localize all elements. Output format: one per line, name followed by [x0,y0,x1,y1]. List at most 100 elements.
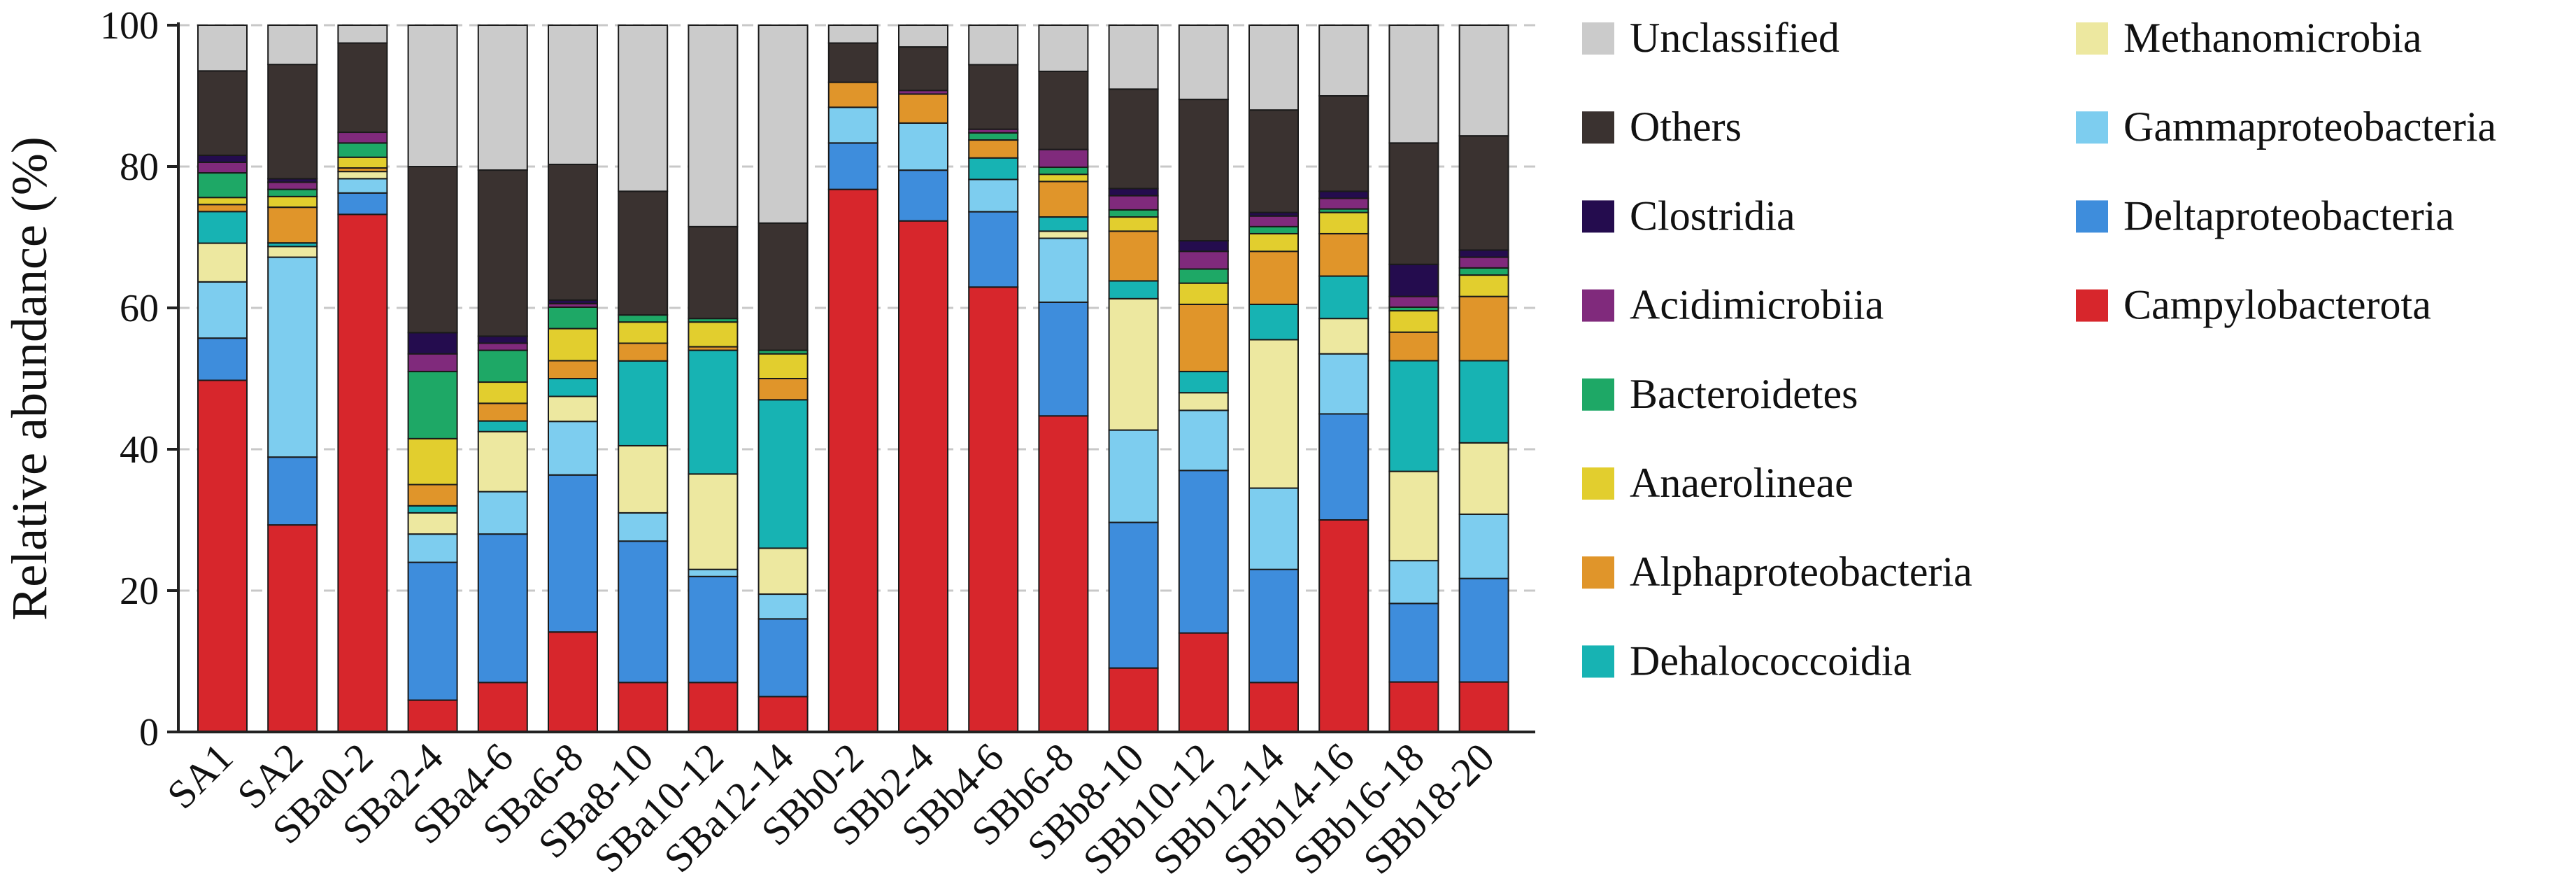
bar-segment-dehalococcoidia [688,349,739,475]
bar-segment-campylobacterota [827,188,878,733]
bar-segment-anaerolineae [757,353,809,379]
bar-segment-gammaproteobacteria [618,512,669,542]
bar-segment-bacteroidetes [968,132,1019,141]
bar-segment-deltaproteobacteria [267,456,318,526]
bar-segment-dehalococcoidia [407,505,458,514]
bar-segment-acidimicrobiia [1458,256,1509,269]
bar-segment-deltaproteobacteria [337,192,388,216]
legend-swatch [1582,556,1614,589]
bar-segment-unclassified [1318,24,1369,97]
bar-segment-others [757,222,809,351]
bar-segment-dehalococcoidia [197,211,248,244]
bar-segment-anaerolineae [197,197,248,206]
legend-swatch [1582,200,1614,233]
legend-item-campylobacterota: Campylobacterota [2076,282,2431,328]
bar-segment-unclassified [688,24,739,227]
y-ticks: 0 20 40 60 80 100 [100,4,178,754]
bar-segment-methanomicrobia [267,246,318,258]
bar-stack-sbb8-10 [1108,24,1159,733]
bar-segment-deltaproteobacteria [1458,577,1509,683]
bar-segment-anaerolineae [1248,232,1299,253]
bar-segment-dehalococcoidia [618,360,669,446]
legend-item-anaerolineae: Anaerolineae [1582,460,1853,506]
bar-segment-others [827,42,878,83]
bar-segment-others [1038,70,1089,150]
legend-swatch [1582,111,1614,144]
bar-segment-dehalococcoidia [1178,370,1229,394]
bar-segment-dehalococcoidia [1108,280,1159,299]
bar-segment-anaerolineae [1388,310,1439,333]
bar-segment-methanomicrobia [688,473,739,570]
bar-segment-methanomicrobia [1178,392,1229,411]
bar-segment-anaerolineae [267,195,318,209]
bar-segment-clostridia [477,335,528,344]
bar-segment-unclassified [477,24,528,171]
bar-segment-bacteroidetes [1458,267,1509,276]
bar-segment-alphaproteobacteria [548,360,598,379]
bar-segment-gammaproteobacteria [197,281,248,339]
bar-segment-others [548,163,598,301]
bar-segment-unclassified [1458,24,1509,137]
bar-segment-methanomicrobia [337,171,388,180]
bar-segment-campylobacterota [1318,519,1369,733]
bar-segment-bacteroidetes [1248,225,1299,234]
bar-segment-unclassified [267,24,318,66]
bar-segment-bacteroidetes [548,306,598,330]
legend-item-bacteroidetes: Bacteroidetes [1582,371,1858,417]
legend-label: Anaerolineae [1630,460,1853,506]
bar-segment-alphaproteobacteria [827,81,878,108]
bar-segment-anaerolineae [1178,282,1229,305]
legend-item-clostridia: Clostridia [1582,192,1795,239]
bar-stack-sbb16-18 [1388,24,1439,733]
bar-segment-anaerolineae [337,156,388,169]
legend-label: Clostridia [1630,192,1795,239]
bar-stack-sba0-2 [337,24,388,733]
legend-label: Bacteroidetes [1630,371,1858,417]
legend-label: Acidimicrobiia [1630,282,1884,328]
bar-stack-sba12-14 [757,24,809,733]
bar-segment-alphaproteobacteria [898,93,948,124]
bar-stack-sbb6-8 [1038,24,1089,733]
bar-segment-acidimicrobiia [1038,148,1089,169]
bar-segment-clostridia [1108,188,1159,197]
legend-label: Unclassified [1630,15,1840,61]
y-tick-label: 60 [120,287,159,330]
legend-label: Alphaproteobacteria [1630,549,1972,595]
legend-swatch [2076,289,2108,322]
y-tick-label: 80 [120,146,159,189]
bar-segment-gammaproteobacteria [1318,353,1369,415]
bar-segment-others [1178,99,1229,242]
bar-segment-unclassified [1038,24,1089,72]
bar-segment-acidimicrobiia [337,132,388,144]
bar-segment-deltaproteobacteria [757,618,809,698]
bar-segment-bacteroidetes [407,370,458,439]
bar-segment-campylobacterota [267,524,318,733]
bar-segment-alphaproteobacteria [1108,230,1159,282]
bar-segment-clostridia [197,154,248,163]
bar-segment-dehalococcoidia [477,420,528,432]
legend-item-unclassified: Unclassified [1582,15,1840,61]
bar-stack-sbb2-4 [898,24,948,733]
bar-segment-anaerolineae [477,381,528,404]
bar-segment-deltaproteobacteria [548,474,598,633]
bar-stack-sa2 [267,24,318,733]
bar-segment-methanomicrobia [1388,470,1439,562]
bar-stack-sba8-10 [618,24,669,733]
bar-segment-campylobacterota [407,699,458,733]
bar-segment-deltaproteobacteria [688,575,739,684]
y-tick-label: 40 [120,428,159,472]
legend-label: Dehalococcoidia [1630,637,1912,684]
bar-segment-gammaproteobacteria [1108,429,1159,523]
legend-label: Others [1630,104,1742,150]
bar-segment-dehalococcoidia [548,378,598,397]
legend-item-deltaproteobacteria: Deltaproteobacteria [2076,192,2454,239]
bar-segment-unclassified [618,24,669,192]
bar-segment-campylobacterota [337,213,388,733]
bar-segment-acidimicrobiia [1108,195,1159,211]
bar-stack-sbb18-20 [1458,24,1509,733]
bar-segment-dehalococcoidia [1388,360,1439,472]
bar-segment-gammaproteobacteria [1248,487,1299,570]
bar-segment-others [477,169,528,337]
bar-segment-dehalococcoidia [968,157,1019,181]
bar-segment-methanomicrobia [1038,230,1089,239]
